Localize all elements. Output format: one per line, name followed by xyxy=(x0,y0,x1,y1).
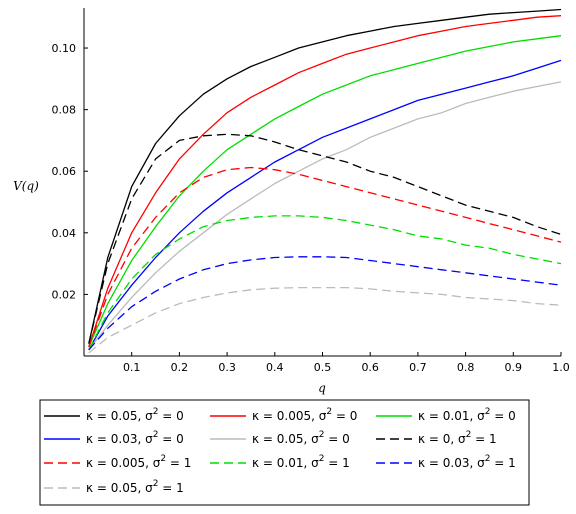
x-tick-label: 0.1 xyxy=(123,361,141,374)
axes xyxy=(83,8,561,357)
series-line-7 xyxy=(88,166,562,348)
series-line-8 xyxy=(88,215,562,351)
series-line-2 xyxy=(88,15,562,348)
x-tick-label: 0.7 xyxy=(409,361,427,374)
tick-labels: 0.1 0.2 0.3 0.4 0.5 0.6 0.7 0.8 0.9 1.0 0.02 0.04 0.… xyxy=(52,42,570,374)
x-tick-label: 0.4 xyxy=(266,361,284,374)
series-line-10 xyxy=(88,286,562,354)
x-tick-label: 0.6 xyxy=(361,361,379,374)
plot-lines xyxy=(88,8,562,354)
y-tick-label: 0.04 xyxy=(52,227,77,240)
y-tick-label: 0.10 xyxy=(52,42,77,55)
series-line-5 xyxy=(88,81,562,351)
legend-entry-label: κ = 0.005, σ2 = 1 xyxy=(86,454,191,470)
series-line-4 xyxy=(88,59,562,351)
legend-entry-label: κ = 0.05, σ2 = 1 xyxy=(86,479,184,495)
series-line-3 xyxy=(88,35,562,348)
legend-entry-label: κ = 0.03, σ2 = 1 xyxy=(418,454,516,470)
y-tick-label: 0.06 xyxy=(52,165,77,178)
x-tick-label: 0.9 xyxy=(505,361,523,374)
y-tick-label: 0.02 xyxy=(52,288,77,301)
legend-entry-label: κ = 0.05, σ2 = 0 xyxy=(86,407,184,423)
legend-entry-label: κ = 0.01, σ2 = 1 xyxy=(252,454,350,470)
series-line-6 xyxy=(88,133,562,344)
legend-entry-label: κ = 0.005, σ2 = 0 xyxy=(252,407,357,423)
series-line-1 xyxy=(88,8,562,344)
x-tick-label: 1.0 xyxy=(552,361,570,374)
x-axis-label: q xyxy=(318,381,326,395)
legend-entry-label: κ = 0.01, σ2 = 0 xyxy=(418,407,516,423)
legend-entry-label: κ = 0, σ2 = 1 xyxy=(418,430,497,446)
x-tick-label: 0.8 xyxy=(457,361,475,374)
legend-entry-label: κ = 0.03, σ2 = 0 xyxy=(86,430,184,446)
x-tick-label: 0.5 xyxy=(314,361,332,374)
series-line-9 xyxy=(88,256,562,351)
x-tick-label: 0.3 xyxy=(218,361,236,374)
y-axis-label: V(q) xyxy=(13,179,39,193)
y-tick-label: 0.08 xyxy=(52,104,77,117)
legend: κ = 0.05, σ2 = 0 κ = 0.005, σ2 = 0 κ = 0.0… xyxy=(39,399,530,506)
legend-entry-label: κ = 0.05, σ2 = 0 xyxy=(252,430,350,446)
x-tick-label: 0.2 xyxy=(171,361,189,374)
legend-box xyxy=(39,399,530,506)
